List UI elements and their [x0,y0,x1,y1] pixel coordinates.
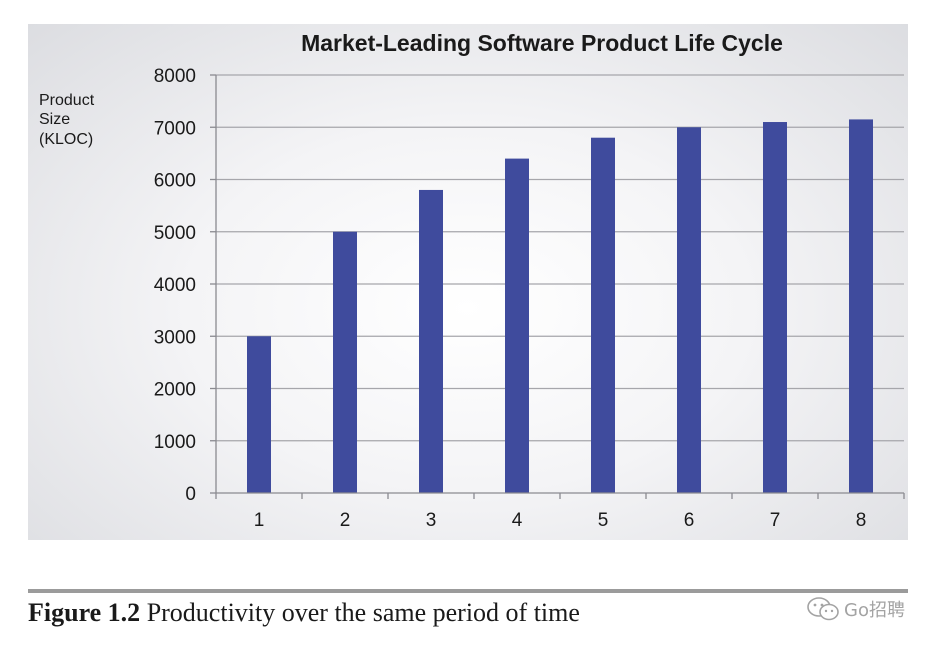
bar-4 [505,158,529,493]
y-axis-label-line: Product [39,92,95,109]
axes [215,75,904,494]
x-tick-label: 3 [426,510,437,531]
y-tick-label: 4000 [154,275,196,296]
x-axis-ticks: 1 2 3 4 5 6 7 8 [215,493,905,531]
watermark: Go招聘 [806,596,905,622]
caption-text: Productivity over the same period of tim… [140,598,580,627]
x-tick-label: 8 [856,510,867,531]
x-tick-label: 4 [512,510,523,531]
x-tick-label: 5 [598,510,609,531]
y-tick-label: 0 [185,484,196,505]
bar-1 [247,336,271,493]
figure-label: Figure 1.2 [28,598,141,627]
x-tick-label: 2 [340,510,351,531]
y-tick-label: 3000 [154,327,196,348]
y-axis-label: Product Size (KLOC) [39,92,95,148]
bars [247,119,873,494]
bar-7 [763,122,787,494]
y-tick-label: 1000 [154,432,196,453]
y-tick-label: 7000 [154,118,196,139]
bar-8 [849,119,873,493]
caption-divider [28,589,908,593]
x-tick-label: 7 [770,510,781,531]
gridlines [216,74,904,442]
y-axis-label-line: (KLOC) [39,131,93,148]
x-tick-label: 1 [254,510,265,531]
bar-chart: Market-Leading Software Product Life Cyc… [39,30,905,531]
chart-title: Market-Leading Software Product Life Cyc… [301,30,783,56]
bar-5 [591,137,615,493]
bar-6 [677,127,701,493]
watermark-text: Go招聘 [844,600,905,621]
chart-panel: Market-Leading Software Product Life Cyc… [28,24,908,540]
bar-3 [419,189,443,493]
y-tick-label: 6000 [154,171,196,192]
wechat-icon [807,597,839,621]
y-tick-label: 8000 [154,66,196,87]
y-axis-ticks: 0 1000 2000 3000 4000 5000 6000 7000 8000 [154,66,216,505]
y-tick-label: 2000 [154,380,196,401]
y-tick-label: 5000 [154,223,196,244]
x-tick-label: 6 [684,510,695,531]
bar-2 [333,231,357,493]
figure-caption: Figure 1.2 Productivity over the same pe… [28,598,580,628]
y-axis-label-line: Size [39,111,70,128]
